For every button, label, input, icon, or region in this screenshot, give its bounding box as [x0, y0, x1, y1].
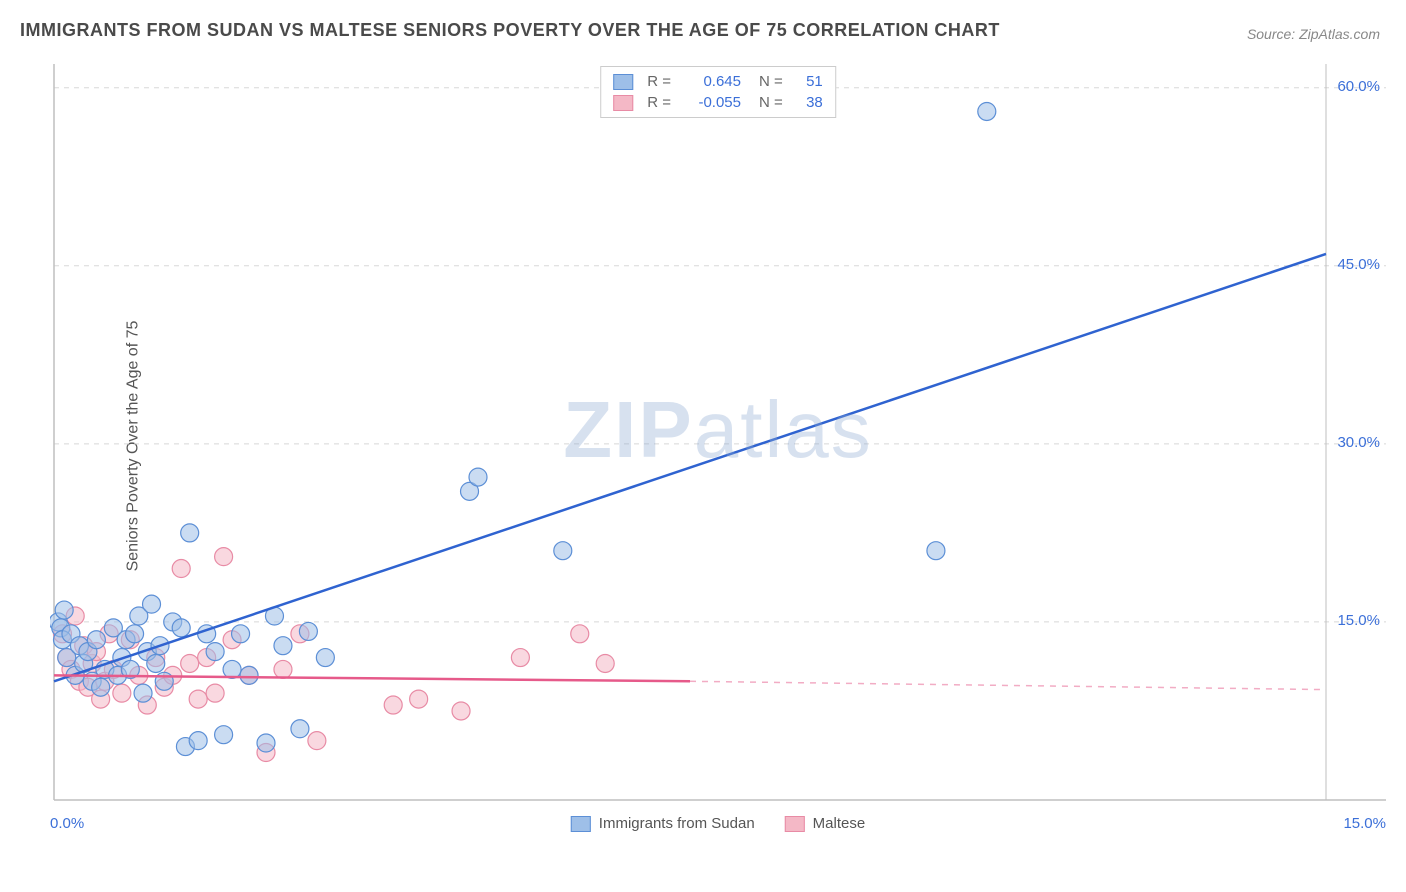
source-attribution: Source: ZipAtlas.com: [1247, 26, 1380, 42]
source-prefix: Source:: [1247, 26, 1299, 42]
r-value-blue: 0.645: [681, 73, 741, 90]
chart-svg: [50, 60, 1386, 830]
x-tick-max: 15.0%: [1343, 815, 1386, 832]
series-legend-label: Immigrants from Sudan: [599, 815, 755, 832]
series-legend-item: Maltese: [785, 815, 866, 832]
r-label: R =: [647, 94, 671, 111]
correlation-legend-row: R = 0.645 N = 51: [613, 71, 823, 92]
series-legend-item: Immigrants from Sudan: [571, 815, 755, 832]
legend-swatch-blue: [571, 816, 591, 832]
n-label: N =: [759, 73, 783, 90]
correlation-legend: R = 0.645 N = 51 R = -0.055 N = 38: [600, 66, 836, 118]
r-value-pink: -0.055: [681, 94, 741, 111]
legend-swatch-pink: [785, 816, 805, 832]
series-legend-label: Maltese: [813, 815, 866, 832]
y-tick-label: 60.0%: [1337, 78, 1380, 95]
y-tick-label: 45.0%: [1337, 256, 1380, 273]
legend-swatch-pink: [613, 95, 633, 111]
chart-title: IMMIGRANTS FROM SUDAN VS MALTESE SENIORS…: [20, 20, 1000, 41]
x-tick-min: 0.0%: [50, 815, 84, 832]
n-label: N =: [759, 94, 783, 111]
r-label: R =: [647, 73, 671, 90]
n-value-blue: 51: [793, 73, 823, 90]
y-tick-label: 30.0%: [1337, 434, 1380, 451]
y-tick-label: 15.0%: [1337, 612, 1380, 629]
legend-swatch-blue: [613, 74, 633, 90]
source-name: ZipAtlas.com: [1299, 26, 1380, 42]
correlation-legend-row: R = -0.055 N = 38: [613, 92, 823, 113]
n-value-pink: 38: [793, 94, 823, 111]
plot-area: ZIPatlas R = 0.645 N = 51 R = -0.055 N =…: [50, 60, 1386, 830]
series-legend: Immigrants from Sudan Maltese: [571, 815, 865, 832]
